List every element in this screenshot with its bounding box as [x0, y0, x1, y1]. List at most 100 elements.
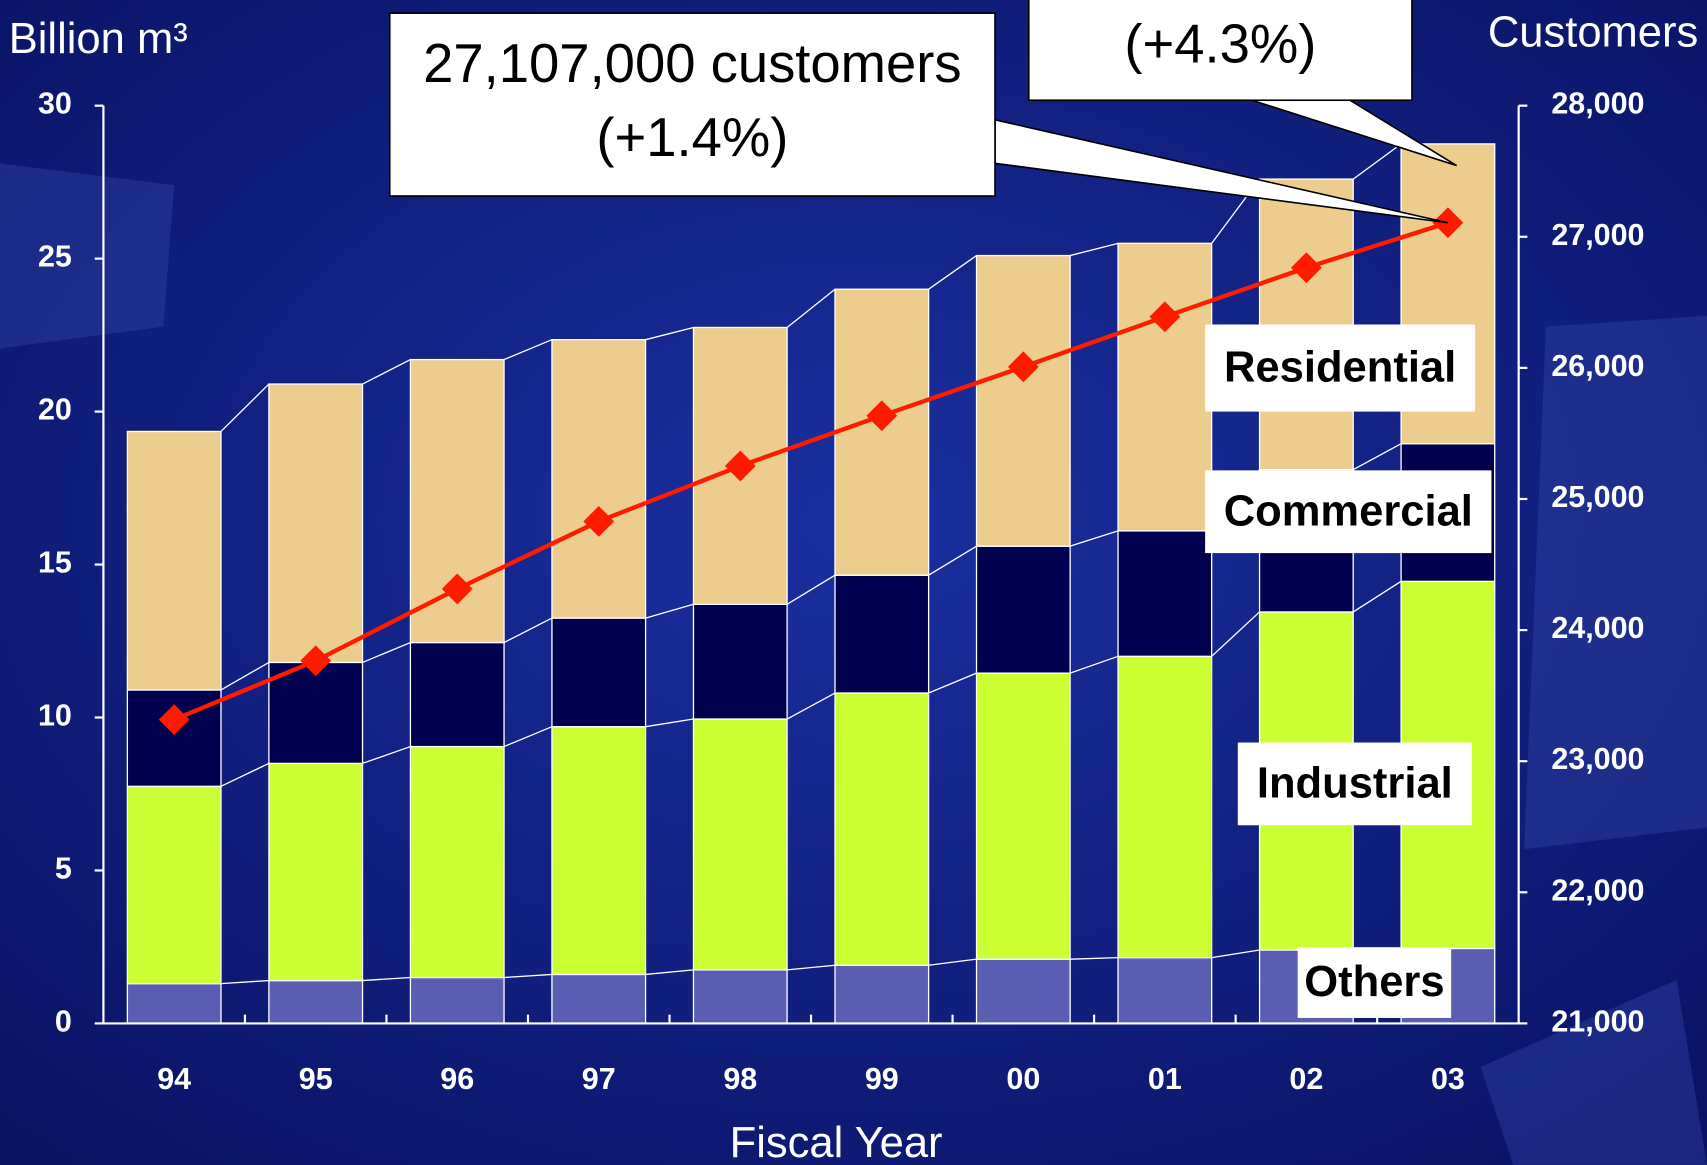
connector [220, 762, 270, 787]
x-tick-label: 98 [723, 1062, 757, 1096]
legend-label: Residential [1224, 344, 1456, 392]
connector [220, 979, 269, 985]
connector [362, 976, 411, 982]
connector [1211, 611, 1261, 657]
bar-segment [551, 973, 647, 1025]
x-tick-label: 97 [582, 1062, 616, 1096]
bar-segment [975, 958, 1071, 1025]
x-tick-label: 02 [1289, 1062, 1323, 1096]
connector [503, 726, 553, 748]
callout-text: 27,107,000 customers [423, 33, 962, 94]
y-tick-label: 20 [38, 393, 72, 427]
y-tick-label: 30 [38, 87, 72, 121]
bar-segment [409, 976, 505, 1025]
connector [504, 973, 552, 979]
y2-tick-label: 23,000 [1551, 742, 1644, 776]
connector [928, 255, 977, 290]
callout-box [388, 12, 996, 197]
bar-segment [268, 762, 364, 982]
bar-segment [975, 672, 1071, 960]
connector [645, 969, 694, 976]
customer-marker [866, 400, 898, 432]
callout-text: (+4.3%) [1124, 13, 1316, 74]
x-axis-label: Fiscal Year [730, 1119, 943, 1165]
y2-tick-label: 26,000 [1551, 349, 1644, 383]
connector [362, 641, 411, 664]
connector [1352, 443, 1402, 471]
customer-line [173, 220, 1449, 722]
customer-marker [158, 704, 190, 736]
bar-segment [692, 969, 788, 1025]
connector [928, 958, 977, 966]
connector [928, 545, 977, 576]
legend-box [1205, 324, 1476, 412]
y2-axis-label: Customers [1488, 8, 1698, 56]
bar-segment [409, 745, 505, 979]
legend-box [1297, 947, 1452, 1018]
connector [503, 617, 553, 644]
bar-segment [551, 339, 647, 619]
bar-segment [268, 661, 364, 765]
y2-tick-label: 21,000 [1551, 1004, 1644, 1038]
bar-segment [834, 574, 930, 694]
legend-box [1205, 470, 1492, 554]
customer-marker [583, 506, 615, 537]
connector [1070, 956, 1119, 960]
y-tick-label: 5 [55, 851, 72, 885]
callout-text: (+1.4%) [596, 107, 788, 168]
bar-segment [834, 288, 930, 576]
y-tick-label: 0 [55, 1004, 72, 1038]
connector [645, 718, 694, 728]
connector [1069, 530, 1119, 547]
legend-label: Others [1304, 958, 1444, 1006]
bar-segment [126, 982, 222, 1025]
connector [786, 574, 836, 605]
bar-segment [975, 254, 1071, 547]
bar-segment [268, 383, 364, 664]
callout-box [1027, 0, 1413, 102]
y2-tick-label: 22,000 [1551, 873, 1644, 907]
x-tick-label: 00 [1006, 1062, 1040, 1096]
connector [1352, 580, 1402, 613]
connector [1352, 143, 1402, 180]
x-tick-label: 95 [299, 1062, 333, 1096]
x-tick-label: 03 [1431, 1062, 1465, 1096]
x-tick-label: 01 [1148, 1062, 1182, 1096]
bar-segment [1117, 242, 1213, 532]
y2-tick-label: 28,000 [1551, 87, 1644, 121]
connector [362, 358, 411, 385]
connector [928, 672, 977, 694]
y-tick-label: 25 [38, 240, 72, 274]
bar-segment [409, 641, 505, 748]
y2-tick-label: 25,000 [1551, 480, 1644, 514]
legend-label: Industrial [1257, 760, 1453, 808]
bar-segment [834, 964, 930, 1025]
bar-segment [551, 726, 647, 976]
bar-segment [1117, 530, 1213, 657]
bar-segment [975, 545, 1071, 674]
connector [786, 288, 836, 328]
y2-tick-label: 27,000 [1551, 218, 1644, 252]
connector [787, 964, 836, 971]
y-tick-label: 10 [38, 699, 72, 733]
connector [645, 603, 694, 619]
bar-segment [1117, 956, 1213, 1025]
connector [503, 339, 553, 361]
bar-segment [1258, 178, 1354, 471]
connector [645, 326, 694, 341]
connector [1069, 242, 1119, 257]
legend-label: Commercial [1224, 487, 1473, 535]
connector [220, 383, 270, 432]
legend-box [1237, 742, 1472, 826]
customer-marker [1290, 252, 1322, 284]
connector [786, 692, 836, 720]
y-tick-label: 15 [38, 546, 72, 580]
bar-segment [126, 430, 222, 691]
bar-segment [692, 718, 788, 971]
bar-segment [834, 692, 930, 966]
connector [362, 745, 411, 764]
y-axis-label: Billion m³ [9, 15, 188, 63]
bar-segment [126, 785, 222, 985]
